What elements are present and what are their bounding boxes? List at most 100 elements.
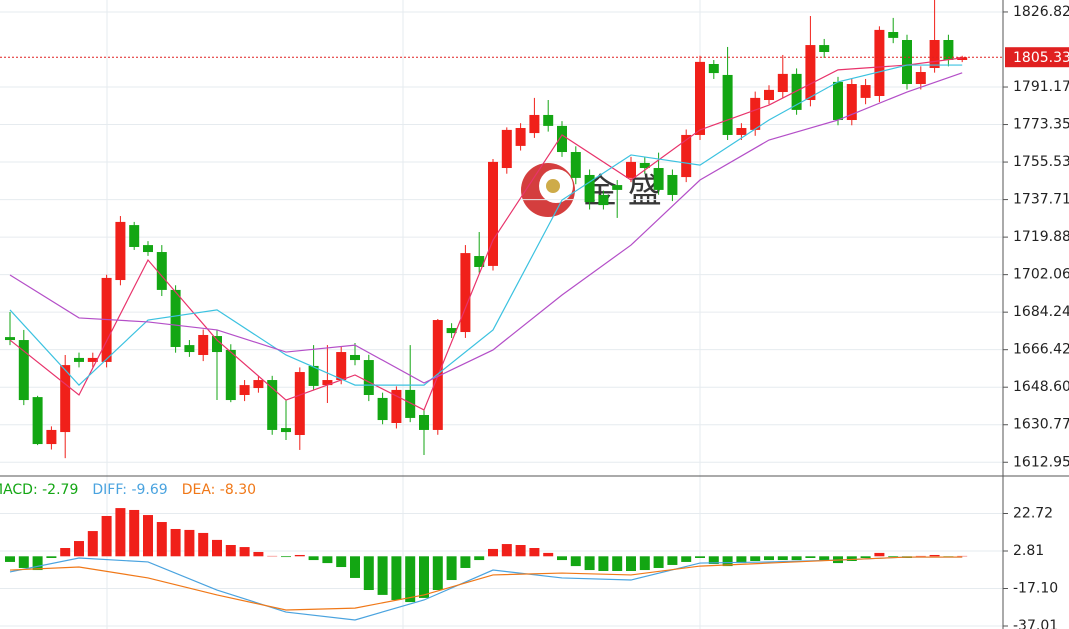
macd-bar [336, 556, 347, 568]
y-tick-label: -17.10 [1013, 581, 1058, 597]
y-tick-label: -37.01 [1013, 618, 1058, 629]
candle-body [736, 128, 747, 135]
candle-body [750, 97, 761, 130]
candle-body [584, 174, 595, 203]
macd-bar [101, 515, 112, 557]
y-tick-label: 1612.95 [1013, 454, 1069, 470]
macd-bar [598, 556, 609, 571]
macd-bar [198, 532, 209, 557]
candle-body [626, 161, 636, 178]
macd-bar [612, 556, 623, 571]
candle-body [915, 72, 926, 85]
candle-body [515, 128, 526, 146]
macd-bar [322, 556, 333, 564]
candle-body [488, 161, 498, 266]
macd-bar [888, 556, 899, 558]
candle-body [170, 289, 181, 347]
macd-bar [722, 556, 733, 567]
macd-bar [294, 554, 305, 557]
candle-body [819, 45, 830, 53]
y-tick-label: 1684.24 [1013, 304, 1069, 320]
watermark-text: 金 盛 [583, 172, 662, 212]
macd-bar [212, 539, 222, 557]
macd-bar [777, 556, 788, 561]
candle-body [791, 73, 802, 110]
candle-body [805, 45, 816, 101]
candle-body [5, 337, 15, 341]
candle-body [350, 354, 360, 361]
candle-body [943, 40, 954, 61]
macd-bar [736, 556, 747, 564]
macd-bar [143, 515, 153, 557]
candle-body [391, 389, 402, 423]
legend-label: DEA: -8.30 [182, 482, 256, 498]
candle-body [129, 225, 140, 247]
y-tick-label: 2.81 [1013, 543, 1044, 559]
macd-bar [929, 554, 940, 557]
macd-bar [46, 556, 57, 558]
y-tick-label: 1648.60 [1013, 379, 1069, 395]
macd-bar [129, 509, 140, 557]
macd-bar [515, 544, 526, 557]
candle-body [156, 252, 167, 290]
macd-bar [115, 508, 126, 557]
macd-bar [543, 552, 554, 557]
candle-body [60, 365, 71, 433]
moving-average [9, 64, 963, 386]
y-tick-label: 1666.42 [1013, 342, 1069, 358]
logo-dot [546, 179, 560, 193]
y-tick-label: 1826.82 [1013, 4, 1069, 20]
macd-bar [363, 556, 374, 591]
candle-body [639, 162, 650, 169]
macd-bar [253, 551, 264, 557]
candle-body [46, 429, 57, 445]
macd-bar [653, 556, 664, 568]
macd-bar [750, 556, 761, 562]
candle-body [833, 81, 843, 121]
macd-bar [60, 548, 71, 557]
candle-body [308, 365, 319, 386]
y-tick-label: 1773.35 [1013, 117, 1069, 133]
candle-body [115, 221, 126, 281]
y-tick-label: 22.72 [1013, 506, 1053, 522]
candle-body [529, 114, 540, 134]
macd-bar [87, 531, 98, 557]
candle-body [598, 194, 609, 206]
macd-bar [805, 556, 816, 558]
macd-bar [474, 556, 485, 561]
y-tick-label: 1737.71 [1013, 192, 1069, 208]
macd-bar [432, 556, 443, 591]
candle-body [460, 253, 471, 333]
candle-body [722, 74, 733, 135]
candle-body [570, 152, 581, 178]
macd-bar [377, 556, 388, 595]
y-tick-label: 1630.77 [1013, 417, 1069, 433]
candle-body [336, 352, 347, 381]
macd-bar [184, 529, 195, 557]
macd-bar [681, 556, 692, 562]
candle-body [929, 40, 940, 69]
candle-body [446, 328, 457, 334]
candle-body [874, 29, 885, 97]
plot [0, 0, 1003, 627]
candle-body [405, 389, 416, 418]
candle-body [860, 85, 871, 98]
candle-body [612, 185, 623, 190]
candle-body [501, 129, 512, 169]
macd-bar [695, 556, 705, 558]
candle-body [695, 61, 705, 135]
macd-bar [626, 556, 636, 571]
candle-body [681, 134, 692, 178]
candle-body [74, 357, 84, 362]
candle-body [87, 357, 98, 362]
macd-bar [667, 556, 678, 565]
candle-body [846, 84, 857, 121]
candle-body [653, 168, 664, 190]
moving-average [9, 72, 963, 384]
macd-bar [501, 544, 512, 557]
candle-body [902, 40, 912, 85]
macd-bar [874, 552, 885, 557]
macd-bar [5, 556, 15, 562]
y-tick-label: 1719.88 [1013, 229, 1069, 245]
